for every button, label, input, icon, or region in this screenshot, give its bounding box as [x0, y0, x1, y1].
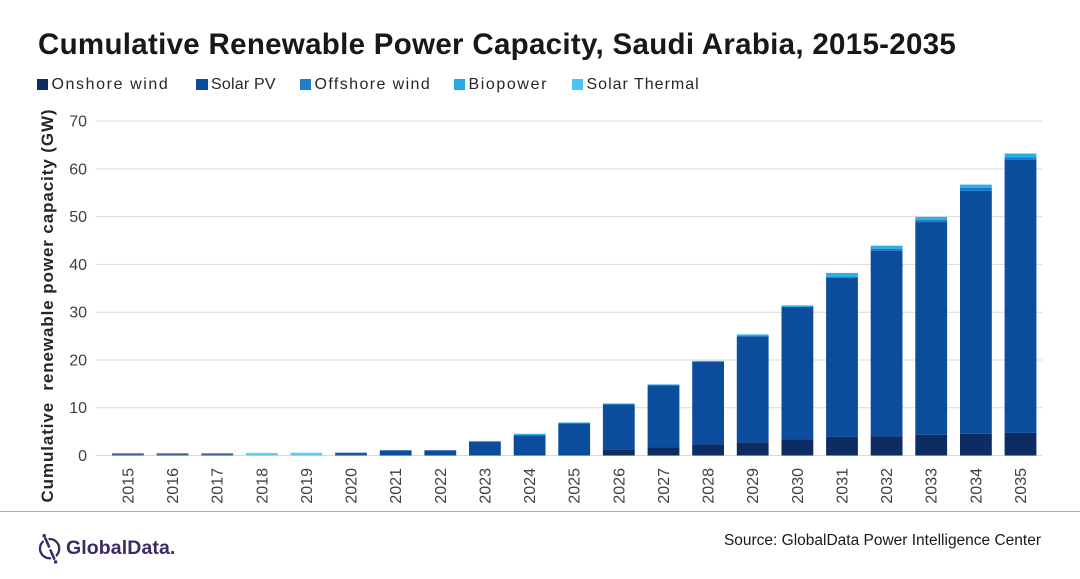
- svg-text:2033: 2033: [924, 468, 941, 504]
- svg-text:2032: 2032: [879, 468, 896, 504]
- svg-text:2016: 2016: [165, 468, 182, 504]
- svg-text:2025: 2025: [567, 468, 584, 504]
- svg-text:2035: 2035: [1013, 468, 1030, 504]
- svg-text:2024: 2024: [522, 468, 539, 504]
- svg-text:2034: 2034: [968, 468, 985, 504]
- svg-text:10: 10: [69, 400, 87, 417]
- svg-text:2027: 2027: [656, 468, 673, 504]
- svg-text:2017: 2017: [210, 468, 227, 504]
- svg-text:2023: 2023: [477, 468, 494, 504]
- svg-text:2022: 2022: [433, 468, 450, 504]
- svg-text:2021: 2021: [388, 468, 405, 504]
- svg-text:2018: 2018: [254, 468, 271, 504]
- svg-text:40: 40: [69, 257, 87, 274]
- svg-text:70: 70: [69, 114, 87, 131]
- svg-text:2031: 2031: [835, 468, 852, 504]
- svg-text:2019: 2019: [299, 468, 316, 504]
- svg-text:2028: 2028: [701, 468, 718, 504]
- svg-text:20: 20: [69, 353, 87, 370]
- svg-text:60: 60: [69, 161, 87, 178]
- svg-text:2029: 2029: [745, 468, 762, 504]
- svg-text:2030: 2030: [790, 468, 807, 504]
- svg-text:2020: 2020: [344, 468, 361, 504]
- svg-text:2026: 2026: [611, 468, 628, 504]
- svg-text:0: 0: [78, 448, 87, 465]
- svg-text:50: 50: [69, 209, 87, 226]
- svg-text:30: 30: [69, 305, 87, 322]
- svg-text:2015: 2015: [120, 468, 137, 504]
